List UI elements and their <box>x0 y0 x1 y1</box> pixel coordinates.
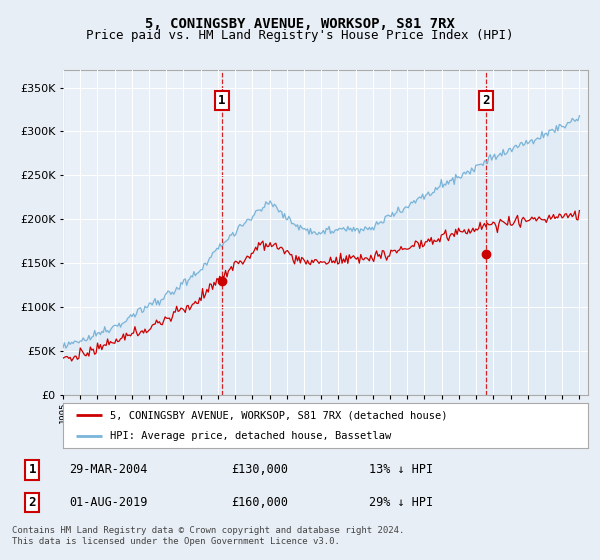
Text: 2: 2 <box>28 496 36 509</box>
Text: 29% ↓ HPI: 29% ↓ HPI <box>369 496 433 509</box>
Text: Contains HM Land Registry data © Crown copyright and database right 2024.
This d: Contains HM Land Registry data © Crown c… <box>12 526 404 546</box>
Text: £160,000: £160,000 <box>231 496 288 509</box>
Text: HPI: Average price, detached house, Bassetlaw: HPI: Average price, detached house, Bass… <box>110 431 392 441</box>
Text: £130,000: £130,000 <box>231 464 288 477</box>
Text: 1: 1 <box>218 94 226 107</box>
Text: 5, CONINGSBY AVENUE, WORKSOP, S81 7RX (detached house): 5, CONINGSBY AVENUE, WORKSOP, S81 7RX (d… <box>110 410 448 421</box>
Text: 1: 1 <box>28 464 36 477</box>
Text: 2: 2 <box>482 94 490 107</box>
Text: 29-MAR-2004: 29-MAR-2004 <box>70 464 148 477</box>
Text: Price paid vs. HM Land Registry's House Price Index (HPI): Price paid vs. HM Land Registry's House … <box>86 29 514 42</box>
Text: 13% ↓ HPI: 13% ↓ HPI <box>369 464 433 477</box>
Text: 5, CONINGSBY AVENUE, WORKSOP, S81 7RX: 5, CONINGSBY AVENUE, WORKSOP, S81 7RX <box>145 17 455 31</box>
Text: 01-AUG-2019: 01-AUG-2019 <box>70 496 148 509</box>
